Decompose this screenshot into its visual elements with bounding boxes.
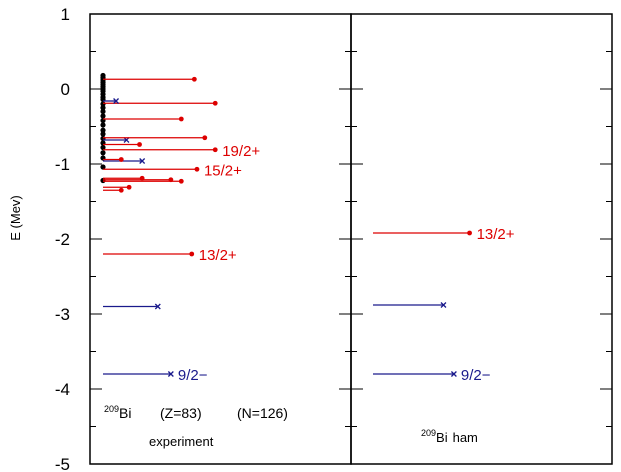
dense-level-dot — [100, 105, 106, 111]
dense-level-dot — [100, 131, 106, 137]
level-dot-marker — [467, 230, 472, 236]
ham-caption: ham — [453, 430, 478, 445]
y-tick-label: -1 — [55, 155, 70, 174]
level-spin-label: 13/2+ — [477, 226, 515, 243]
y-tick-label: -3 — [55, 305, 70, 324]
experiment-element-symbol: Bi — [119, 405, 131, 421]
dense-level-dot — [100, 108, 106, 115]
level-dot-marker — [139, 175, 145, 181]
dense-level-dot — [100, 122, 106, 128]
level-dot-marker — [212, 147, 218, 153]
ham-mass-number: 209 — [421, 428, 436, 438]
y-tick-label: 0 — [61, 80, 70, 99]
level-x-marker — [450, 371, 457, 377]
level-dot-marker — [189, 251, 195, 257]
level-x-marker — [167, 371, 174, 377]
y-tick-label: -5 — [55, 455, 70, 472]
level-spin-label: 19/2+ — [222, 143, 260, 160]
y-tick-label: 1 — [61, 5, 70, 24]
level-dot-marker — [178, 178, 184, 184]
experiment-nucleus-label: 209Bi — [104, 404, 131, 421]
level-spin-label: 15/2+ — [204, 162, 242, 179]
experiment-caption: experiment — [149, 434, 214, 449]
dense-level-dot — [100, 144, 106, 151]
level-dot-marker — [118, 157, 124, 162]
level-x-marker — [440, 302, 447, 308]
level-dot-marker — [178, 116, 184, 122]
level-x-marker — [113, 98, 120, 104]
text-layer: E (Mev) 209Bi (Z=83) (N=126) experiment … — [8, 195, 478, 449]
level-x-marker — [139, 158, 146, 164]
experiment-neutron-number: (N=126) — [237, 405, 288, 421]
dense-level-dot — [100, 127, 106, 133]
ham-panel-label: 209Bi ham — [421, 428, 478, 445]
levels-layer: 9/2− 13/2+ 15/2+ 19/2+ 9/2− 13/2+ — [100, 72, 515, 384]
level-dot-marker — [118, 187, 124, 193]
experiment-proton-number: (Z=83) — [160, 405, 202, 421]
level-dot-marker — [194, 166, 200, 172]
level-dot-marker — [212, 100, 218, 106]
level-spin-label: 9/2− — [178, 367, 208, 384]
level-dot-marker — [191, 76, 197, 82]
y-tick-label: -4 — [55, 380, 70, 399]
level-dot-marker — [202, 135, 208, 141]
dense-level-dot — [100, 150, 106, 156]
dense-level-dot — [100, 113, 106, 119]
axes-layer: 1 0 -1 -2 -3 -4 -5 — [55, 5, 613, 472]
y-axis-title: E (Mev) — [8, 195, 23, 241]
ham-element-symbol: Bi — [436, 430, 448, 445]
dense-level-dot — [100, 164, 106, 170]
level-x-marker — [154, 303, 161, 310]
panel-frame-experiment — [89, 13, 352, 465]
level-spin-label: 13/2+ — [199, 247, 237, 264]
experiment-mass-number: 209 — [104, 404, 119, 414]
level-dot-marker — [168, 177, 174, 183]
y-tick-label: -2 — [55, 230, 70, 249]
level-dot-marker — [126, 184, 132, 190]
level-spin-label: 9/2− — [461, 367, 491, 384]
level-dot-marker — [137, 142, 142, 147]
